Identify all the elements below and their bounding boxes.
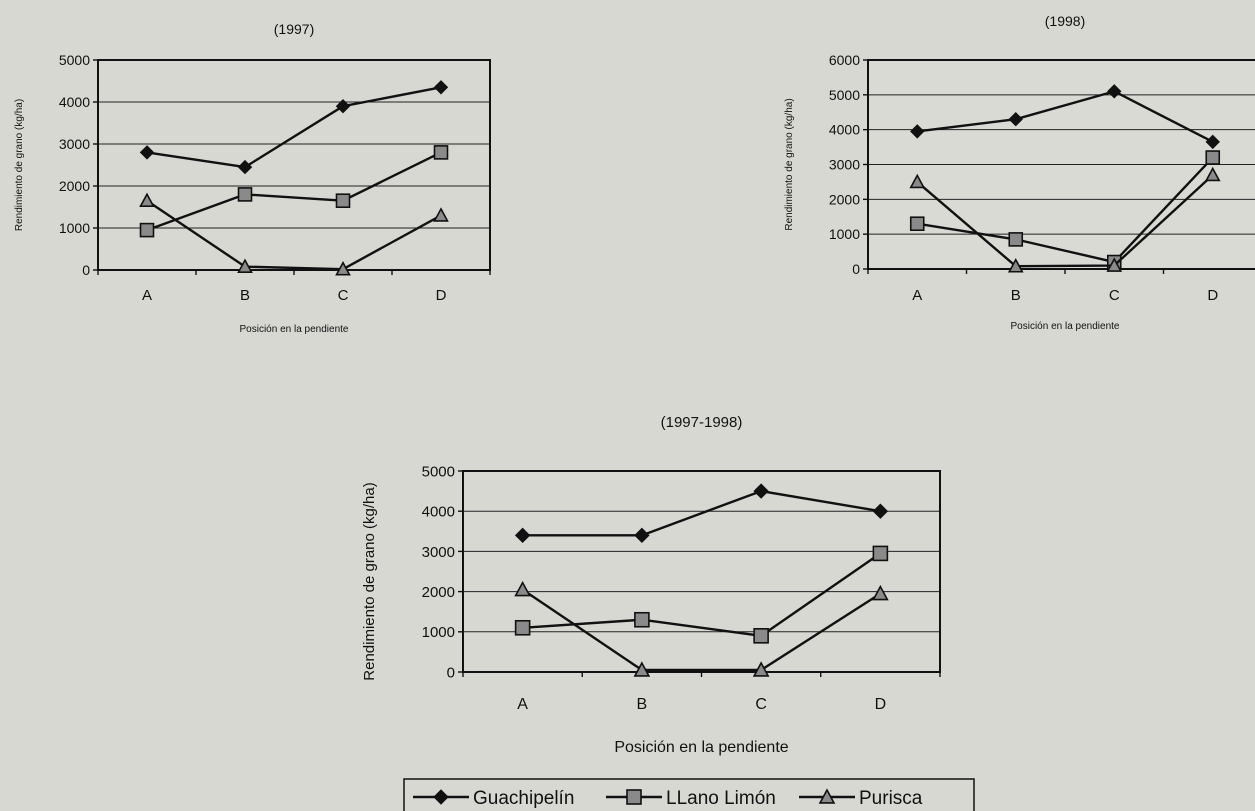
data-point	[752, 661, 770, 677]
y-tick-label: 1000	[829, 226, 860, 242]
series-line-1	[917, 156, 1214, 264]
data-point	[1107, 84, 1122, 99]
x-axis-label: Posición en la pendiente	[240, 324, 349, 335]
data-point	[1205, 134, 1220, 150]
x-tick-label: D	[875, 696, 887, 713]
y-tick-label: 4000	[829, 122, 860, 138]
data-point	[433, 207, 449, 222]
legend-marker-square	[626, 789, 642, 805]
series-line-2	[521, 588, 882, 672]
legend-box	[403, 778, 975, 811]
data-point	[633, 661, 651, 677]
y-tick-label: 4000	[59, 94, 90, 110]
data-point	[909, 216, 925, 232]
series-line-1	[522, 552, 882, 638]
data-point	[433, 145, 449, 160]
y-tick-label: 5000	[829, 87, 860, 103]
data-point	[514, 619, 531, 636]
y-tick-label: 0	[852, 261, 860, 277]
legend-marker-triangle	[818, 788, 836, 804]
chart-1997-1998: 0 1000 2000 3000 4000 5000 A B C D (1997-1998) Posi…	[361, 414, 941, 756]
data-point	[335, 260, 351, 276]
data-point	[514, 580, 531, 597]
x-tick-label: B	[240, 287, 250, 304]
y-tick-label: 5000	[59, 52, 90, 68]
plot-area	[463, 471, 940, 672]
x-tick-label: A	[142, 287, 152, 304]
data-point	[753, 483, 769, 499]
y-tick-label: 2000	[422, 584, 455, 601]
data-point	[433, 80, 449, 95]
chart-title: (1997-1998)	[661, 414, 743, 431]
data-point	[872, 503, 889, 519]
x-tick-label: C	[1109, 287, 1120, 304]
y-tick-label: 2000	[829, 191, 860, 207]
y-tick-label: 2000	[59, 178, 90, 194]
data-point	[872, 584, 889, 601]
legend-marker-diamond	[433, 789, 449, 805]
data-point	[634, 611, 650, 628]
legend-label: Guachipelín	[473, 788, 574, 809]
y-tick-label: 1000	[59, 220, 90, 236]
series-line-2	[916, 174, 1214, 268]
legend-label: LLano Limón	[666, 788, 776, 809]
x-tick-label: B	[637, 696, 648, 713]
x-tick-label: C	[338, 287, 349, 304]
data-point	[237, 159, 253, 175]
series-line-1	[146, 151, 442, 232]
y-axis-label: Rendimiento de grano (kg/ha)	[361, 482, 378, 680]
data-point	[909, 173, 926, 189]
x-tick-label: D	[1207, 287, 1218, 304]
x-axis-label: Posición en la pendiente	[614, 739, 788, 756]
data-point	[335, 193, 351, 208]
y-axis-label: Rendimiento de grano (kg/ha)	[14, 99, 25, 231]
y-tick-label: 3000	[422, 544, 455, 561]
data-point	[1007, 258, 1024, 273]
y-tick-label: 3000	[59, 136, 90, 152]
series-line-2	[146, 199, 442, 271]
chart-title: (1998)	[1045, 13, 1085, 29]
data-point	[1204, 166, 1221, 182]
data-point	[139, 222, 155, 238]
data-point	[1205, 150, 1221, 165]
data-point	[634, 527, 650, 544]
x-tick-label: A	[517, 696, 528, 713]
y-tick-label: 5000	[422, 463, 455, 480]
legend: Guachipelín LLano Limón Purisca	[403, 778, 975, 811]
data-point	[1008, 232, 1024, 247]
data-point	[753, 628, 769, 644]
series-line-0	[917, 90, 1214, 143]
y-tick-label: 0	[447, 664, 455, 681]
data-point	[139, 192, 155, 208]
data-point	[237, 258, 253, 273]
plot-area	[98, 60, 490, 270]
y-axis-label: Rendimiento de grano (kg/ha)	[784, 98, 795, 230]
x-axis-label: Posición en la pendiente	[1011, 321, 1120, 332]
legend-label: Purisca	[859, 788, 923, 809]
series-line-0	[146, 86, 442, 169]
x-tick-label: C	[755, 696, 767, 713]
y-tick-label: 1000	[422, 624, 455, 641]
data-point	[910, 124, 925, 139]
chart-1998: 0 1000 2000 3000 4000 5000 6000 A B C D (1998) Posic…	[784, 13, 1255, 332]
data-point	[237, 187, 253, 202]
x-tick-label: B	[1011, 287, 1021, 304]
y-tick-label: 0	[82, 262, 90, 278]
data-point	[872, 545, 889, 562]
data-point	[139, 145, 155, 160]
y-tick-label: 6000	[829, 52, 860, 68]
y-tick-label: 3000	[829, 157, 860, 173]
chart-title: (1997)	[274, 21, 314, 37]
y-tick-label: 4000	[422, 504, 455, 521]
chart-1997: 0 1000 2000 3000 4000 5000 A B C D (1997) Posición …	[14, 21, 491, 335]
data-point	[1106, 257, 1123, 272]
data-point	[1008, 112, 1023, 127]
data-point	[514, 527, 531, 544]
x-tick-label: A	[912, 287, 922, 304]
x-tick-label: D	[436, 287, 447, 304]
series-line-0	[522, 489, 881, 537]
data-point	[335, 98, 351, 114]
